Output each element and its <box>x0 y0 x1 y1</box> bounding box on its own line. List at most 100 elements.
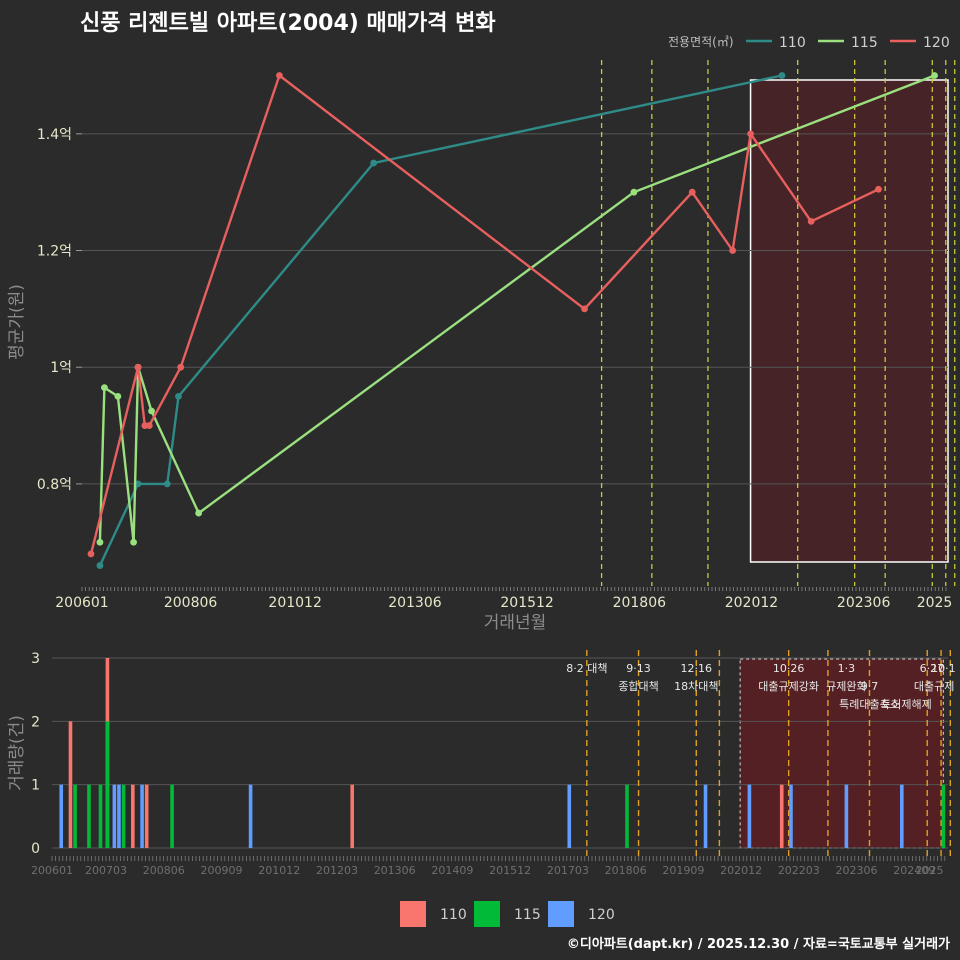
highlight-region <box>739 658 944 849</box>
data-point-115 <box>101 384 108 392</box>
x-tick-label: 200806 <box>164 595 218 611</box>
x-tick-label: 201203 <box>316 864 358 877</box>
data-point-120 <box>581 305 588 313</box>
policy-annotation: 12·16 <box>681 662 713 675</box>
volume-bar-110 <box>350 784 355 848</box>
policy-annotation: 규제완화 <box>826 680 866 693</box>
highlight-region <box>749 79 949 563</box>
data-point-110 <box>778 72 786 79</box>
legend-label-110: 110 <box>440 907 467 923</box>
data-point-115 <box>630 188 638 196</box>
policy-annotation: 1·3 <box>838 662 856 675</box>
y-tick-label: 0 <box>31 841 40 857</box>
volume-bar-110 <box>779 784 784 848</box>
volume-bar-120 <box>747 784 752 848</box>
volume-bar-chart: 0 1 2 3 거래량(건) 8·2 대책 9·13 종합대책 12·16 18차대책 10·26 대… <box>7 650 956 877</box>
volume-bar-115 <box>121 784 126 848</box>
legend-swatch-120 <box>548 901 574 927</box>
x-tick-label: 200601 <box>55 595 108 611</box>
volume-bar-115 <box>73 784 77 848</box>
legend-label-120: 120 <box>588 907 615 923</box>
data-point-115 <box>931 72 938 79</box>
volume-bar-115 <box>87 784 91 848</box>
x-tick-label: 201306 <box>388 595 442 611</box>
y-tick-label: 1 <box>31 778 40 794</box>
volume-bar-120 <box>117 784 121 848</box>
y-tick-label: 2 <box>31 714 40 730</box>
x-tick-label: 202203 <box>778 864 820 877</box>
policy-annotation: 토허제해제 <box>881 697 932 711</box>
data-point-120 <box>134 363 142 371</box>
x-tick-label: 202012 <box>725 595 778 611</box>
top-legend: 전용면적(㎡) 110 115 120 <box>668 35 950 51</box>
legend-swatch-110 <box>400 901 426 927</box>
x-tick-label: 202306 <box>837 595 891 611</box>
x-tick-label: 201806 <box>605 864 647 877</box>
x-tick-label: 201012 <box>258 864 300 877</box>
x-tick-label: 200806 <box>143 864 185 877</box>
data-point-120 <box>145 422 153 429</box>
x-tick-label: 202306 <box>836 864 878 877</box>
data-point-120 <box>87 550 95 558</box>
policy-annotation: 9·7 <box>861 680 879 693</box>
volume-bar-110 <box>144 784 149 848</box>
x-tick-label: 200909 <box>201 864 243 877</box>
y-tick-label: 1.4억 <box>37 127 72 143</box>
x-tick-label: 201306 <box>374 864 416 877</box>
policy-annotation: 종합대책 <box>618 680 658 693</box>
volume-bar-120 <box>844 784 849 848</box>
legend-label-110: 110 <box>779 35 806 51</box>
policy-annotation: 6·27 <box>920 662 945 675</box>
chart-title: 신풍 리젠트빌 아파트(2004) 매매가격 변화 <box>80 11 496 36</box>
bottom-legend: 110 115 120 <box>400 901 615 927</box>
volume-bar-120 <box>248 784 253 848</box>
data-point-115 <box>114 392 122 400</box>
legend-label-115: 115 <box>514 907 541 923</box>
x-tick-label: 201512 <box>489 864 531 877</box>
y-tick-label: 3 <box>31 651 40 667</box>
volume-bar-120 <box>140 784 144 848</box>
volume-bar-120 <box>703 784 708 848</box>
data-point-115 <box>148 407 155 415</box>
data-point-120 <box>747 130 754 138</box>
policy-annotation: 특례대출축소 <box>839 698 900 711</box>
series-line-110 <box>98 74 783 567</box>
price-line-chart: 0.8억 1억 1.2억 1.4억 200601 200806 201012 201306 20… <box>7 60 956 633</box>
volume-bar-110 <box>131 784 135 848</box>
x-tick-label: 201909 <box>662 864 704 877</box>
legend-swatch-115 <box>474 901 500 927</box>
y-axis-title: 평균가(원) <box>7 284 27 360</box>
volume-bar-115 <box>98 784 103 848</box>
footer-credit: ©디아파트(dapt.kr) / 2025.12.30 / 자료=국토교통부 실… <box>567 936 950 952</box>
data-point-110 <box>96 562 104 569</box>
policy-annotation: 18차대책 <box>674 680 718 693</box>
data-point-120 <box>177 363 185 371</box>
data-point-110 <box>163 480 171 488</box>
data-point-110 <box>370 159 378 167</box>
legend-label-120: 120 <box>923 35 950 51</box>
policy-annotation: 10·26 <box>773 662 805 675</box>
policy-annotation: 9·13 <box>626 662 651 675</box>
volume-bar-120 <box>567 784 572 848</box>
policy-annotation: 대출규제 <box>914 680 954 693</box>
y-tick-label: 0.8억 <box>37 477 72 493</box>
volume-bar-115 <box>170 784 174 848</box>
volume-bar-120 <box>112 784 117 848</box>
data-point-120 <box>276 72 283 79</box>
legend-label-115: 115 <box>851 35 878 51</box>
policy-annotation: 8·2 대책 <box>566 662 607 675</box>
y-axis-title: 거래량(건) <box>7 715 27 791</box>
series-line-120 <box>89 74 880 555</box>
y-tick-label: 1억 <box>50 360 72 376</box>
y-tick-label: 1.2억 <box>37 244 72 260</box>
policy-annotation: 10·1 <box>931 662 956 675</box>
data-point-110 <box>175 392 182 400</box>
data-point-120 <box>688 188 696 196</box>
x-tick-label: 201703 <box>547 864 589 877</box>
x-tick-label: 201512 <box>500 595 553 611</box>
data-point-120 <box>729 247 737 254</box>
data-point-115 <box>96 538 104 546</box>
volume-bar-120 <box>900 784 904 848</box>
x-tick-label: 202012 <box>720 864 762 877</box>
